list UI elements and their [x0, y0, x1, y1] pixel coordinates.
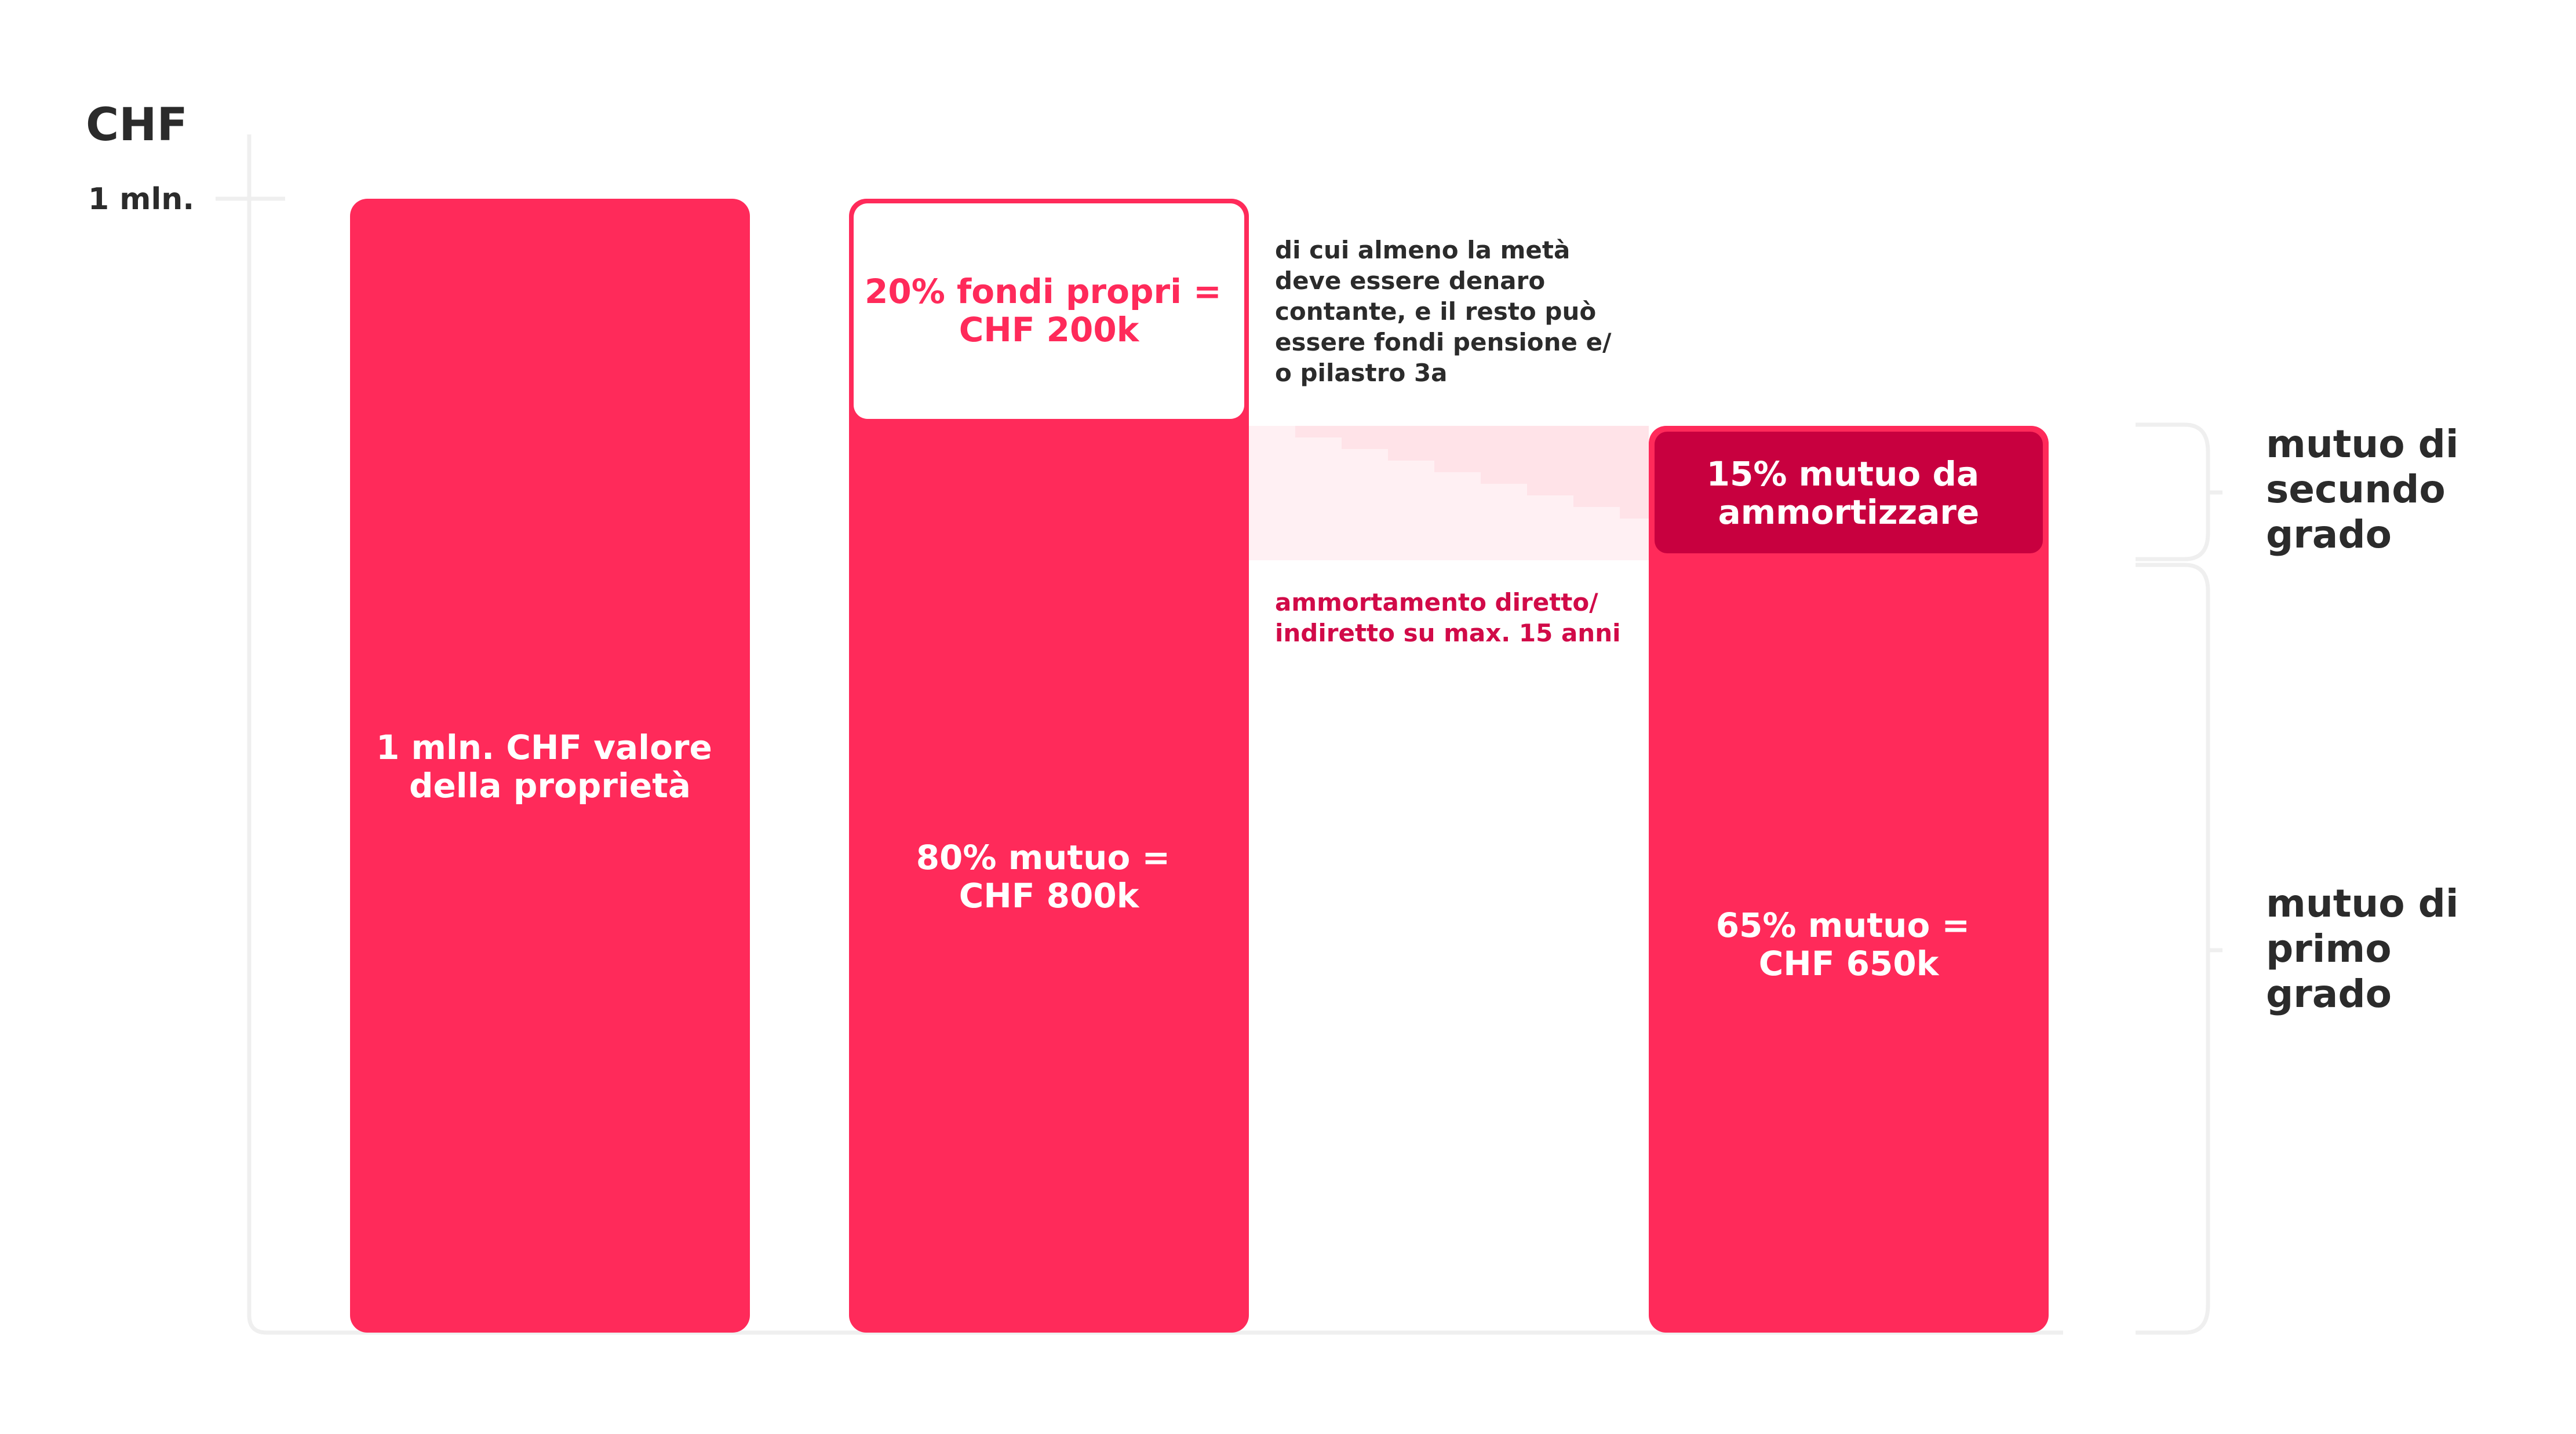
- amortization-note: ammortamento diretto/ indiretto su max. …: [1275, 588, 1621, 647]
- amortization-steps: [1249, 426, 1649, 560]
- bar-property-value-label: 1 mln. CHF valore della proprietà: [376, 728, 724, 805]
- bar-mortgage-65-label: 65% mutuo = CHF 650k: [1716, 906, 1982, 983]
- bar-mortgage-65: [1649, 426, 2049, 1333]
- equity-note: di cui almeno la metà deve essere denaro…: [1275, 236, 1620, 387]
- bar-mortgage-80: [849, 199, 1249, 1333]
- bracket-second-mortgage: [2136, 422, 2222, 561]
- bar-property-value: [350, 199, 750, 1333]
- segment-equity-20-label: 20% fondi propri = CHF 200k: [865, 272, 1233, 349]
- segment-amortize-15: [1655, 432, 2043, 553]
- bracket-first-mortgage: [2136, 563, 2222, 1335]
- segment-amortize-15-label: 15% mutuo da ammortizzare: [1707, 454, 1991, 532]
- y-tick-label: 1 mln.: [88, 182, 194, 217]
- y-axis-frame: [247, 134, 2063, 1335]
- y-axis-title: CHF: [86, 99, 188, 151]
- bar-mortgage-80-label: 80% mutuo = CHF 800k: [916, 838, 1182, 915]
- bracket-first-mortgage-label: mutuo di primo grado: [2266, 881, 2472, 1016]
- bracket-second-mortgage-label: mutuo di secundo grado: [2266, 422, 2472, 557]
- segment-equity-20: [854, 203, 1244, 419]
